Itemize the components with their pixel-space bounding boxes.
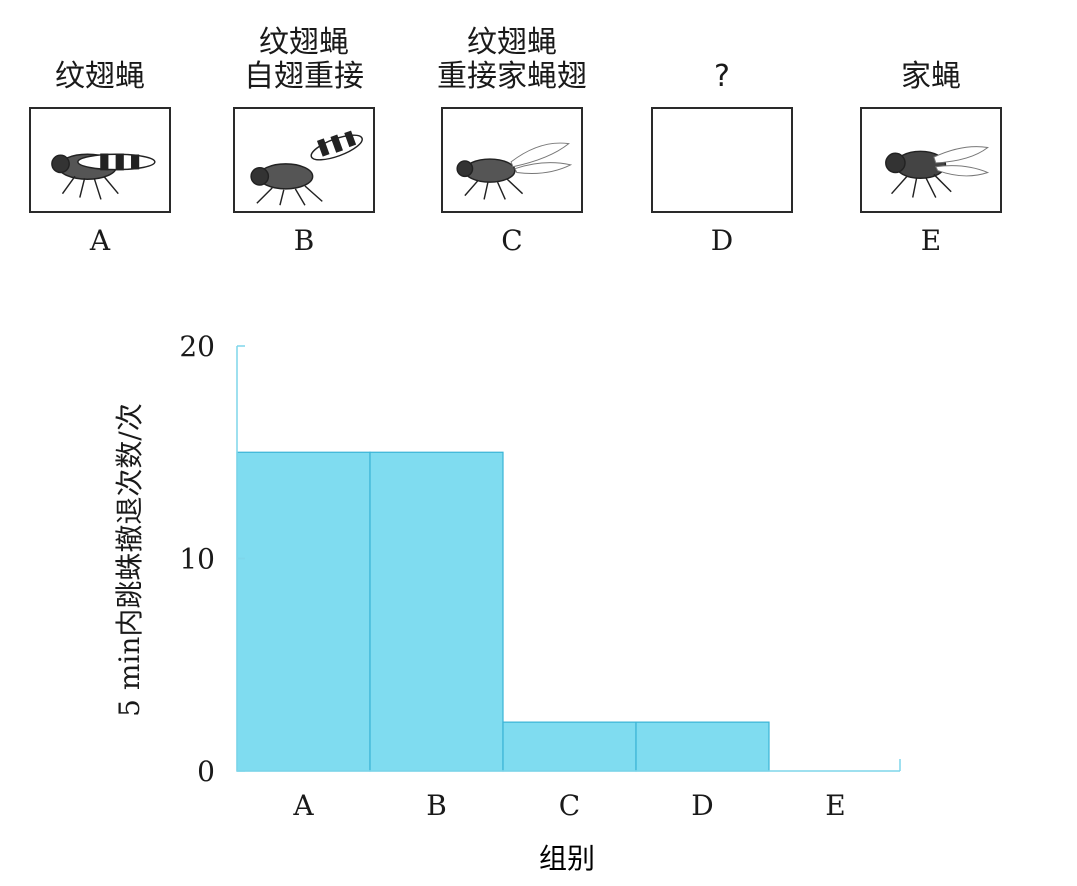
panel-title: 纹翅蝇 自翅重接 [244,25,364,94]
panel-title: 纹翅蝇 重接家蝇翅 [437,25,587,94]
bar-C [502,721,637,772]
empty-image-frame [651,107,793,213]
panel-image-frame [441,107,583,213]
fly-reattached-wing-image [250,130,363,206]
x-tick-label: D [691,789,713,822]
panel-title: 纹翅蝇 [55,59,145,94]
panel-image-frame [860,107,1002,213]
y-ticks-group: 0 10 20 [179,330,245,788]
fly-with-housefly-wings-image [456,142,573,200]
x-tick-label: E [825,789,845,822]
bar-chart: 0 10 20 A B C D E 组别 [179,330,901,875]
panel-c: 纹翅蝇 重接家蝇翅 C [412,0,612,270]
panel-a: 纹翅蝇 A [0,0,200,270]
panel-letter: E [920,224,942,257]
bar-B [369,451,504,772]
banded-wing-fly-image [51,153,156,200]
x-tick-label: B [426,789,447,822]
panel-title: ? [714,59,730,94]
y-tick-label: 10 [179,543,215,576]
panel-letter: D [710,224,734,257]
bar-A [236,451,371,772]
panel-letter: B [293,224,315,257]
x-tick-label: C [559,789,580,822]
x-axis-label: 组别 [539,842,595,875]
panel-d: ? D [622,0,822,270]
panel-title: 家蝇 [901,59,961,94]
y-tick-label: 0 [197,755,215,788]
panel-e: 家蝇 E [831,0,1031,270]
housefly-image [885,146,990,198]
panel-image-frame [29,107,171,213]
x-tick-label: A [292,789,314,822]
bar-D [635,721,770,772]
y-tick-label: 20 [179,330,215,363]
y-axis-label: 5 min内跳蛛撤退次数/次 [113,403,146,717]
panel-b: 纹翅蝇 自翅重接 B [204,0,404,270]
x-ticks-group: A B C D E [292,789,845,822]
panel-image-frame [233,107,375,213]
panel-letter: A [89,224,111,257]
bars-group [236,451,770,772]
panel-letter: C [501,224,523,257]
